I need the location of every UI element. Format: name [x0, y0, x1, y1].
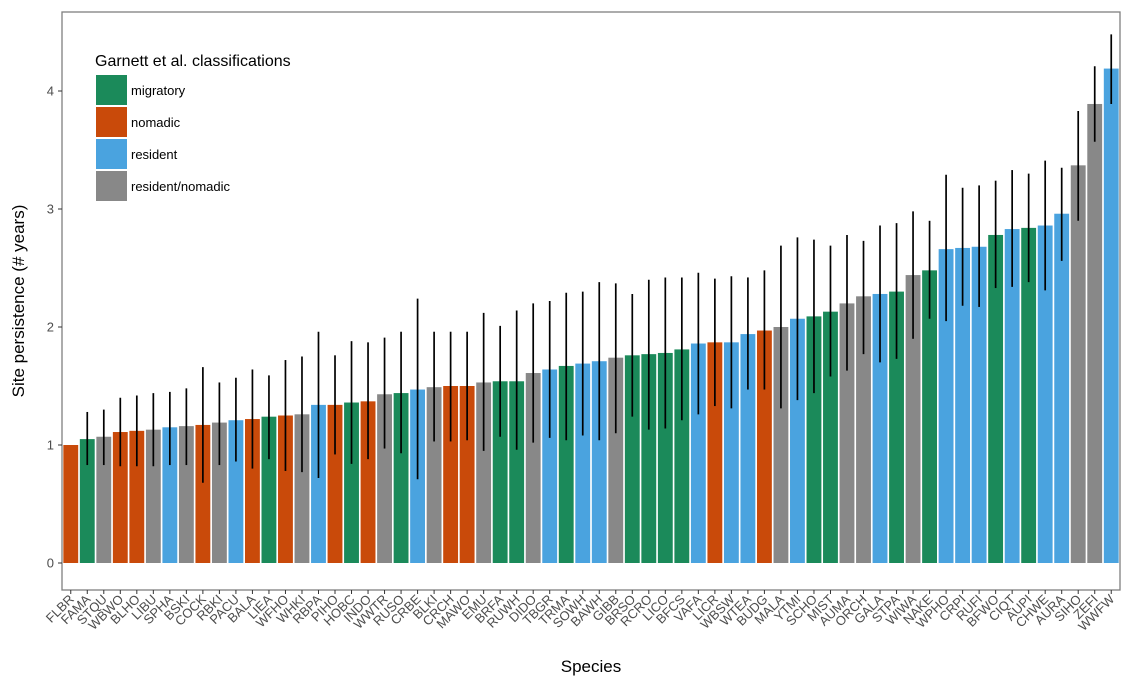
bar-wtea	[740, 334, 756, 563]
bar-gibb	[608, 357, 624, 563]
bar-wwtr	[377, 394, 392, 563]
bar-indo	[360, 401, 376, 563]
bar-licr	[707, 342, 723, 563]
y-axis-title: Site persistence (# years)	[9, 205, 28, 398]
bar-bfwo	[988, 234, 1004, 563]
bar-brfa	[492, 381, 508, 563]
legend: Garnett et al. classifications migratory…	[95, 53, 291, 201]
bar-chwe	[1037, 225, 1053, 563]
bar-cock	[195, 424, 211, 563]
bar-blho	[129, 430, 145, 563]
legend-label-resident: resident	[131, 147, 178, 162]
y-tick-label-4: 4	[47, 84, 54, 99]
bar-wwfw	[1103, 68, 1119, 563]
bar-hobc	[344, 402, 359, 563]
bar-stqu	[96, 436, 112, 563]
bar-stpa	[889, 291, 904, 563]
bar-rbpa	[311, 404, 326, 563]
bar-libu	[145, 429, 161, 563]
bar-bfcs	[674, 349, 690, 563]
bar-piho	[327, 404, 343, 563]
legend-swatch-nomadic	[96, 107, 127, 137]
bar-rcro	[641, 354, 657, 563]
y-tick-label-3: 3	[47, 202, 54, 217]
y-tick-label-2: 2	[47, 320, 54, 335]
legend-title: Garnett et al. classifications	[95, 53, 291, 70]
bar-wfho	[278, 415, 293, 563]
bar-aura	[1054, 213, 1070, 563]
bar-budg	[756, 330, 772, 563]
legend-label-resident-nomadic: resident/nomadic	[131, 179, 230, 194]
y-tick-label-1: 1	[47, 438, 54, 453]
bar-dido	[525, 373, 541, 563]
legend-swatch-migratory	[96, 75, 127, 105]
bar-orch	[856, 296, 871, 563]
bar-wiwa	[905, 275, 921, 563]
legend-swatch-resident-nomadic	[96, 171, 127, 201]
bar-mawo	[459, 386, 475, 563]
y-axis: 0 1 2 3 4	[47, 84, 62, 571]
bar-pacu	[228, 420, 244, 563]
bar-emu	[476, 382, 492, 563]
bar-whki	[294, 414, 310, 563]
bar-gala	[872, 293, 888, 563]
bar-ytmi	[790, 318, 805, 563]
bar-fama	[79, 439, 95, 563]
bar-ruwh	[509, 381, 525, 563]
bar-trma	[558, 365, 574, 563]
legend-label-nomadic: nomadic	[131, 115, 181, 130]
bar-sowh	[575, 363, 591, 563]
bar-spha	[162, 427, 178, 563]
bar-scho	[806, 316, 822, 563]
bar-liea	[261, 416, 277, 563]
bar-bski	[178, 426, 194, 563]
bar-ruso	[393, 393, 409, 563]
bar-brso	[624, 355, 640, 563]
bars-layer	[63, 68, 1119, 563]
legend-swatch-resident	[96, 139, 127, 169]
bar-mist	[823, 311, 838, 563]
bar-aupi	[1021, 227, 1037, 563]
bar-tbgr	[542, 369, 558, 563]
y-tick-label-0: 0	[47, 556, 54, 571]
bar-ciqt	[1004, 229, 1020, 563]
bar-wpho	[938, 249, 954, 563]
bar-bawh	[591, 361, 607, 563]
bar-wbwo	[112, 432, 128, 563]
bar-rbki	[211, 422, 227, 563]
bar-siho	[1070, 165, 1086, 563]
bar-auma	[839, 303, 855, 563]
legend-label-migratory: migratory	[131, 83, 186, 98]
bar-rufi	[971, 246, 987, 563]
bar-wbsw	[723, 342, 739, 563]
x-axis: FLBRFAMASTQUWBWOBLHOLIBUSPHABSKICOCKRBKI…	[43, 590, 1118, 634]
bar-nake	[922, 270, 937, 563]
x-axis-title: Species	[561, 657, 621, 676]
bar-vafa	[690, 343, 706, 563]
bar-flbr	[63, 445, 79, 563]
bar-crpi	[955, 247, 971, 563]
legend-entries: migratory nomadic resident resident/nomadic	[96, 75, 230, 201]
bar-zefi	[1087, 103, 1103, 563]
bar-blki	[426, 387, 442, 563]
bar-crch	[443, 386, 459, 563]
bar-mala	[773, 327, 789, 563]
bar-bala	[245, 419, 260, 563]
error-bars-layer	[86, 34, 1113, 483]
bar-lico	[657, 352, 673, 563]
